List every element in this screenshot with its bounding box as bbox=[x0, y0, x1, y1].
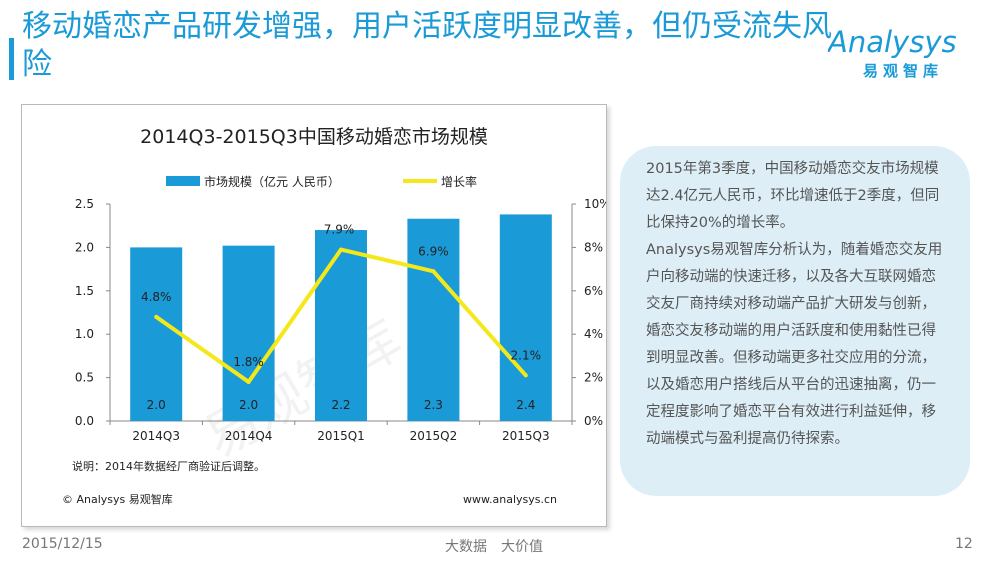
growth-rate-label: 2.1% bbox=[511, 348, 542, 362]
growth-rate-label: 1.8% bbox=[233, 355, 264, 369]
growth-rate-label: 6.9% bbox=[418, 244, 449, 258]
bar bbox=[130, 247, 183, 421]
y2-tick-label: 2% bbox=[584, 371, 603, 385]
y2-tick-label: 10% bbox=[584, 197, 606, 211]
title-accent-bar bbox=[9, 38, 14, 80]
chart-note: 说明：2014年数据经厂商验证后调整。 bbox=[72, 459, 265, 473]
growth-rate-point bbox=[339, 247, 343, 252]
growth-rate-point bbox=[246, 379, 251, 384]
footer-slogan-2: 大价值 bbox=[501, 539, 543, 555]
bar-value-label: 2.3 bbox=[424, 398, 443, 412]
analysis-panel: 2015年第3季度，中国移动婚恋交友市场规模达2.4亿元人民币，环比增速低于2季… bbox=[620, 146, 970, 496]
footer-date: 2015/12/15 bbox=[22, 536, 103, 552]
page-title: 移动婚恋产品研发增强，用户活跃度明显改善，但仍受流失风险 bbox=[22, 9, 832, 82]
x-tick-label: 2015Q1 bbox=[317, 429, 365, 443]
bar bbox=[315, 230, 367, 421]
x-tick-label: 2014Q4 bbox=[225, 429, 273, 443]
y-tick-label: 1.0 bbox=[75, 327, 94, 341]
chart-source: © Analysys 易观智库 bbox=[62, 492, 173, 506]
bar-value-label: 2.0 bbox=[239, 398, 258, 412]
y-tick-label: 1.5 bbox=[75, 284, 94, 298]
y2-tick-label: 8% bbox=[584, 240, 603, 254]
market-size-chart: 易观智库 2014Q3-2015Q3中国移动婚恋市场规模 市场规模（亿元 人民币… bbox=[62, 126, 606, 506]
y-tick-label: 0.5 bbox=[75, 371, 94, 385]
legend-bar-label: 市场规模（亿元 人民币） bbox=[204, 174, 340, 189]
chart-frame: 易观智库 2014Q3-2015Q3中国移动婚恋市场规模 市场规模（亿元 人民币… bbox=[21, 104, 607, 527]
panel-paragraph-2: Analysys易观智库分析认为，随着婚恋交友用户向移动端的快速迁移，以及各大互… bbox=[646, 242, 943, 447]
chart-legend: 市场规模（亿元 人民币） 增长率 bbox=[166, 174, 477, 189]
footer-slogan-1: 大数据 bbox=[445, 539, 487, 555]
growth-rate-label: 4.8% bbox=[141, 290, 172, 304]
logo-wordmark: Analysys bbox=[826, 25, 957, 59]
chart-url: www.analysys.cn bbox=[463, 493, 557, 506]
y-tick-label: 2.5 bbox=[75, 197, 94, 211]
x-tick-label: 2014Q3 bbox=[132, 429, 180, 443]
panel-paragraph-1: 2015年第3季度，中国移动婚恋交友市场规模达2.4亿元人民币，环比增速低于2季… bbox=[646, 161, 940, 231]
chart-title: 2014Q3-2015Q3中国移动婚恋市场规模 bbox=[140, 126, 488, 148]
y-tick-label: 2.0 bbox=[75, 240, 94, 254]
bar bbox=[499, 214, 552, 421]
y2-tick-label: 6% bbox=[584, 284, 603, 298]
x-tick-label: 2015Q3 bbox=[502, 429, 550, 443]
y-tick-label: 0.0 bbox=[75, 414, 94, 428]
page-number: 12 bbox=[955, 536, 973, 552]
logo-word: Analysys bbox=[828, 25, 957, 59]
y2-tick-label: 0% bbox=[584, 414, 603, 428]
bar-value-label: 2.2 bbox=[331, 398, 350, 412]
legend-line-label: 增长率 bbox=[441, 174, 477, 189]
footer-slogan: 大数据 大价值 bbox=[445, 536, 543, 556]
bar-value-label: 2.4 bbox=[516, 398, 535, 412]
legend-bar-swatch bbox=[166, 176, 200, 186]
x-tick-label: 2015Q2 bbox=[410, 429, 458, 443]
y2-tick-label: 4% bbox=[584, 327, 603, 341]
logo-subtitle: 易观智库 bbox=[863, 62, 944, 80]
bar bbox=[222, 245, 275, 421]
bar bbox=[407, 218, 460, 421]
analysys-logo: Analysys 易观智库 bbox=[826, 18, 988, 88]
growth-rate-point bbox=[154, 314, 159, 319]
bar-value-label: 2.0 bbox=[147, 398, 166, 412]
growth-rate-point bbox=[431, 269, 436, 274]
growth-rate-label: 7.9% bbox=[324, 223, 355, 237]
growth-rate-point bbox=[523, 373, 528, 378]
